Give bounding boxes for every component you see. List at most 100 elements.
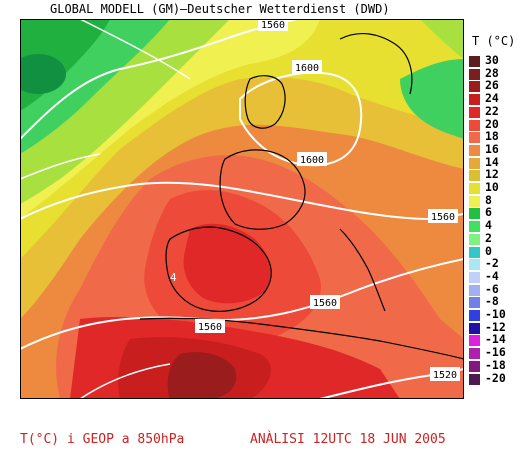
legend-label: -14 — [485, 332, 506, 347]
legend-label: -20 — [485, 370, 506, 385]
legend-label: 2 — [485, 230, 492, 245]
cold-core — [20, 54, 66, 94]
contour-line-west — [20, 153, 101, 180]
legend-swatch — [469, 68, 480, 80]
legend-swatch — [469, 233, 480, 245]
legend-label: -6 — [485, 281, 499, 296]
legend-item: 0 — [469, 243, 519, 258]
contour-labels: 1560 1600 1600 1560 1560 1560 1520 4 — [170, 19, 460, 381]
legend-swatch — [469, 183, 480, 194]
legend-item: -2 — [469, 256, 519, 271]
legend-label: -12 — [485, 319, 506, 334]
coastline-iberia — [165, 226, 272, 312]
legend-item: -6 — [469, 281, 519, 296]
legend-swatch — [469, 157, 480, 169]
coastline-italy — [339, 228, 386, 312]
legend-swatch — [469, 132, 480, 144]
coastline-france — [219, 149, 306, 230]
legend-label: 4 — [485, 218, 492, 233]
field-cool-ne-2 — [420, 19, 464, 59]
legend-swatch — [469, 348, 480, 360]
field-cool-ne — [400, 59, 464, 139]
legend-item: -20 — [469, 370, 519, 385]
legend-item: 12 — [469, 167, 519, 182]
legend-item: 24 — [469, 91, 519, 106]
legend-item: -8 — [469, 294, 519, 309]
legend-item: 16 — [469, 141, 519, 156]
legend-item: 6 — [469, 205, 519, 220]
contour-line-top — [79, 19, 191, 80]
legend-swatch — [469, 56, 480, 67]
legend-label: -16 — [485, 345, 506, 360]
legend-item: 8 — [469, 192, 519, 207]
field-hot-africa-26 — [167, 352, 237, 399]
legend-swatch — [469, 144, 480, 156]
legend-label: -10 — [485, 307, 506, 321]
legend-item: 26 — [469, 78, 519, 93]
legend-swatch — [469, 259, 480, 271]
legend-label: -2 — [485, 256, 499, 271]
legend-label: 12 — [485, 167, 499, 182]
legend-item: 30 — [469, 53, 519, 67]
legend-swatch — [469, 94, 480, 106]
legend-item: -18 — [469, 357, 519, 372]
legend-label: 22 — [485, 103, 499, 118]
contour-label: 1600 — [300, 155, 324, 166]
legend-item: -4 — [469, 268, 519, 283]
legend-item: -10 — [469, 307, 519, 321]
legend-item: 28 — [469, 65, 519, 80]
legend-swatch — [469, 221, 480, 233]
coastline-britain — [244, 75, 286, 129]
spot-label: 4 — [170, 271, 177, 284]
legend-label: 16 — [485, 141, 499, 156]
map-footer: T(°C) i GEOP a 850hPa ANÀLISI 12UTC 18 J… — [0, 432, 520, 454]
legend-swatch — [469, 208, 480, 220]
legend-item: 18 — [469, 129, 519, 144]
legend-swatch — [469, 284, 480, 296]
legend-swatch — [469, 81, 480, 93]
contour-label: 1600 — [295, 63, 319, 74]
legend-label: 0 — [485, 243, 492, 258]
legend-label: 20 — [485, 116, 499, 131]
legend-item: 14 — [469, 154, 519, 169]
legend-swatch — [469, 106, 480, 118]
legend-label: 14 — [485, 154, 499, 169]
legend-swatch — [469, 335, 480, 347]
legend-item: -16 — [469, 345, 519, 360]
legend-label: -8 — [485, 294, 499, 309]
legend-swatch — [469, 246, 480, 258]
legend-label: 18 — [485, 129, 499, 144]
map-frame — [20, 19, 464, 399]
legend-label: -18 — [485, 357, 506, 372]
legend-label: 8 — [485, 192, 492, 207]
legend-label: 6 — [485, 205, 492, 220]
contour-label: 1560 — [261, 20, 285, 31]
legend-swatch — [469, 360, 480, 372]
legend-label: -4 — [485, 268, 499, 283]
legend-item: -12 — [469, 319, 519, 334]
legend-item: 4 — [469, 218, 519, 233]
legend-swatch — [469, 297, 480, 309]
footer-analysis-time: ANÀLISI 12UTC 18 JUN 2005 — [250, 432, 446, 447]
coastline-scandinavia — [339, 32, 413, 95]
legend-swatch — [469, 271, 480, 283]
legend-label: 24 — [485, 91, 499, 106]
contour-line-1560-mid — [20, 181, 464, 221]
contour-line-africa — [79, 363, 171, 399]
legend-item: 2 — [469, 230, 519, 245]
legend-swatch — [469, 373, 480, 385]
contour-line-1560-south — [20, 258, 464, 350]
contour-label: 1560 — [313, 298, 337, 309]
legend-swatch — [469, 119, 480, 131]
legend-item: -14 — [469, 332, 519, 347]
legend-item: 20 — [469, 116, 519, 131]
map-header: GLOBAL MODELL (GM)—Deutscher Wetterdiens… — [0, 0, 520, 18]
contour-label: 1520 — [433, 370, 457, 381]
legend-label: 28 — [485, 65, 499, 80]
contour-label: 1560 — [431, 212, 455, 223]
legend-label: 26 — [485, 78, 499, 93]
legend-item: 10 — [469, 180, 519, 194]
legend-swatch — [469, 195, 480, 207]
temperature-map: 1560 1600 1600 1560 1560 1560 1520 4 — [20, 19, 464, 399]
footer-variable: T(°C) i GEOP a 850hPa — [20, 432, 185, 447]
